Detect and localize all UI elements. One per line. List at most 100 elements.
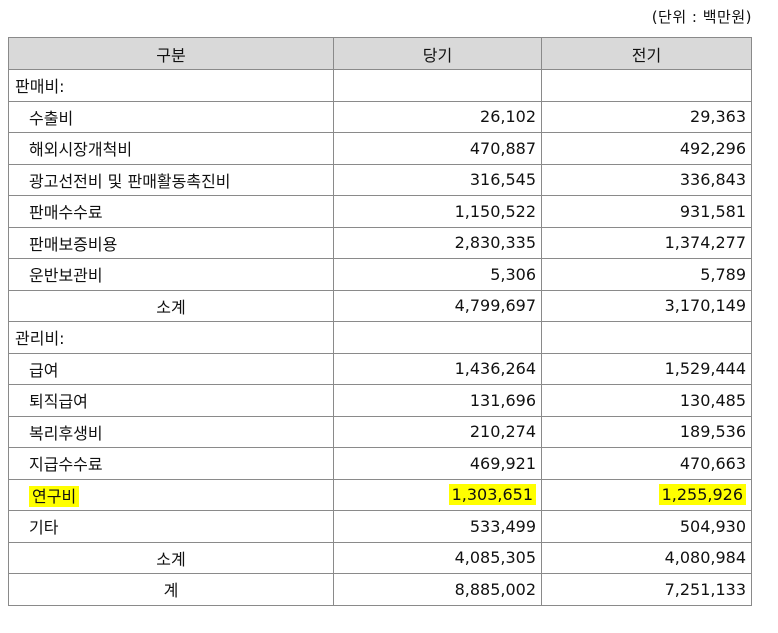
row-label: 판매비: (8, 69, 334, 102)
prior-period-value: 1,529,444 (541, 352, 752, 385)
row-label-text: 해외시장개척비 (29, 140, 133, 160)
row-label-text: 판매보증비용 (29, 234, 118, 254)
current-period-value-text: 1,150,522 (454, 201, 536, 221)
row-label-text: 판매수수료 (29, 203, 103, 223)
prior-period-value-text: 1,374,277 (664, 233, 746, 253)
current-period-value: 5,306 (333, 258, 542, 291)
current-period-value-text: 26,102 (480, 107, 536, 127)
current-period-value-text: 8,885,002 (454, 579, 536, 599)
prior-period-value: 189,536 (541, 415, 752, 448)
row-label: 지급수수료 (8, 447, 334, 480)
expense-table: 구분 당기 전기 판매비: 수출비 26,102 29,363 해외시장개척비 470,8… (8, 37, 752, 606)
table-row: 복리후생비 210,274 189,536 (8, 415, 752, 448)
row-label: 수출비 (8, 100, 334, 133)
prior-period-value-text: 1,529,444 (664, 359, 746, 379)
prior-period-value-text: 4,080,984 (664, 548, 746, 568)
table-row: 판매수수료 1,150,522 931,581 (8, 195, 752, 228)
row-label: 판매보증비용 (8, 226, 334, 259)
current-period-value (333, 69, 542, 102)
prior-period-value-text: 1,255,926 (658, 484, 746, 506)
current-period-value-text: 316,545 (469, 170, 536, 190)
row-label: 소계 (8, 289, 334, 322)
current-period-value: 533,499 (333, 510, 542, 543)
prior-period-value-text: 336,843 (679, 170, 746, 190)
prior-period-value: 1,255,926 (541, 478, 752, 511)
row-label: 소계 (8, 541, 334, 574)
row-label: 운반보관비 (8, 258, 334, 291)
table-row: 기타 533,499 504,930 (8, 510, 752, 543)
unit-label: (단위 : 백만원) (651, 8, 752, 26)
current-period-value: 4,799,697 (333, 289, 542, 322)
prior-period-value: 931,581 (541, 195, 752, 228)
row-label-text: 소계 (156, 549, 186, 569)
row-label-text: 연구비 (29, 485, 80, 507)
prior-period-value-text: 189,536 (679, 422, 746, 442)
prior-period-value: 29,363 (541, 100, 752, 133)
table-row: 관리비: (8, 321, 752, 354)
table-row: 급여 1,436,264 1,529,444 (8, 352, 752, 385)
prior-period-value: 130,485 (541, 384, 752, 417)
prior-period-value-text: 7,251,133 (664, 579, 746, 599)
row-label: 급여 (8, 352, 334, 385)
table-body: 판매비: 수출비 26,102 29,363 해외시장개척비 470,887 492,296… (8, 69, 752, 606)
row-label: 광고선전비 및 판매활동촉진비 (8, 163, 334, 196)
row-label-text: 계 (163, 581, 179, 601)
table-row: 운반보관비 5,306 5,789 (8, 258, 752, 291)
prior-period-value: 3,170,149 (541, 289, 752, 322)
current-period-value: 470,887 (333, 132, 542, 165)
table-row: 소계 4,085,305 4,080,984 (8, 541, 752, 574)
row-label: 판매수수료 (8, 195, 334, 228)
prior-period-value: 504,930 (541, 510, 752, 543)
prior-period-value-text: 470,663 (679, 453, 746, 473)
current-period-value: 469,921 (333, 447, 542, 480)
prior-period-value: 492,296 (541, 132, 752, 165)
current-period-value (333, 321, 542, 354)
current-period-value: 8,885,002 (333, 573, 542, 606)
table-row: 수출비 26,102 29,363 (8, 100, 752, 133)
table-row: 지급수수료 469,921 470,663 (8, 447, 752, 480)
prior-period-value (541, 321, 752, 354)
current-period-value-text: 1,436,264 (454, 359, 536, 379)
prior-period-value: 1,374,277 (541, 226, 752, 259)
prior-period-value-text: 130,485 (679, 390, 746, 410)
current-period-value: 1,436,264 (333, 352, 542, 385)
prior-period-value-text: 29,363 (690, 107, 746, 127)
prior-period-value (541, 69, 752, 102)
prior-period-value-text: 931,581 (679, 201, 746, 221)
prior-period-value: 470,663 (541, 447, 752, 480)
current-period-value-text: 5,306 (490, 264, 536, 284)
current-period-value: 1,303,651 (333, 478, 542, 511)
row-label-text: 광고선전비 및 판매활동촉진비 (29, 171, 231, 191)
prior-period-value: 336,843 (541, 163, 752, 196)
current-period-value-text: 1,303,651 (448, 484, 536, 506)
row-label: 퇴직급여 (8, 384, 334, 417)
table-row: 해외시장개척비 470,887 492,296 (8, 132, 752, 165)
current-period-value-text: 469,921 (469, 453, 536, 473)
row-label: 계 (8, 573, 334, 606)
prior-period-value-text: 5,789 (700, 264, 746, 284)
row-label-text: 판매비: (15, 77, 65, 97)
table-row: 판매비: (8, 69, 752, 102)
current-period-value-text: 210,274 (469, 422, 536, 442)
current-period-value-text: 470,887 (469, 138, 536, 158)
current-period-value: 210,274 (333, 415, 542, 448)
prior-period-value-text: 492,296 (679, 138, 746, 158)
current-period-value: 1,150,522 (333, 195, 542, 228)
current-period-value: 4,085,305 (333, 541, 542, 574)
table-row: 퇴직급여 131,696 130,485 (8, 384, 752, 417)
row-label-text: 지급수수료 (29, 455, 103, 475)
row-label: 해외시장개척비 (8, 132, 334, 165)
current-period-value-text: 131,696 (469, 390, 536, 410)
row-label-text: 복리후생비 (29, 423, 103, 443)
prior-period-value: 4,080,984 (541, 541, 752, 574)
prior-period-value: 5,789 (541, 258, 752, 291)
current-period-value-text: 533,499 (469, 516, 536, 536)
row-label-text: 수출비 (29, 108, 74, 128)
row-label: 복리후생비 (8, 415, 334, 448)
row-label-text: 기타 (29, 518, 59, 538)
current-period-value: 2,830,335 (333, 226, 542, 259)
table-row: 연구비 1,303,651 1,255,926 (8, 478, 752, 511)
row-label: 연구비 (8, 478, 334, 511)
row-label-text: 퇴직급여 (29, 392, 88, 412)
table-row: 소계 4,799,697 3,170,149 (8, 289, 752, 322)
